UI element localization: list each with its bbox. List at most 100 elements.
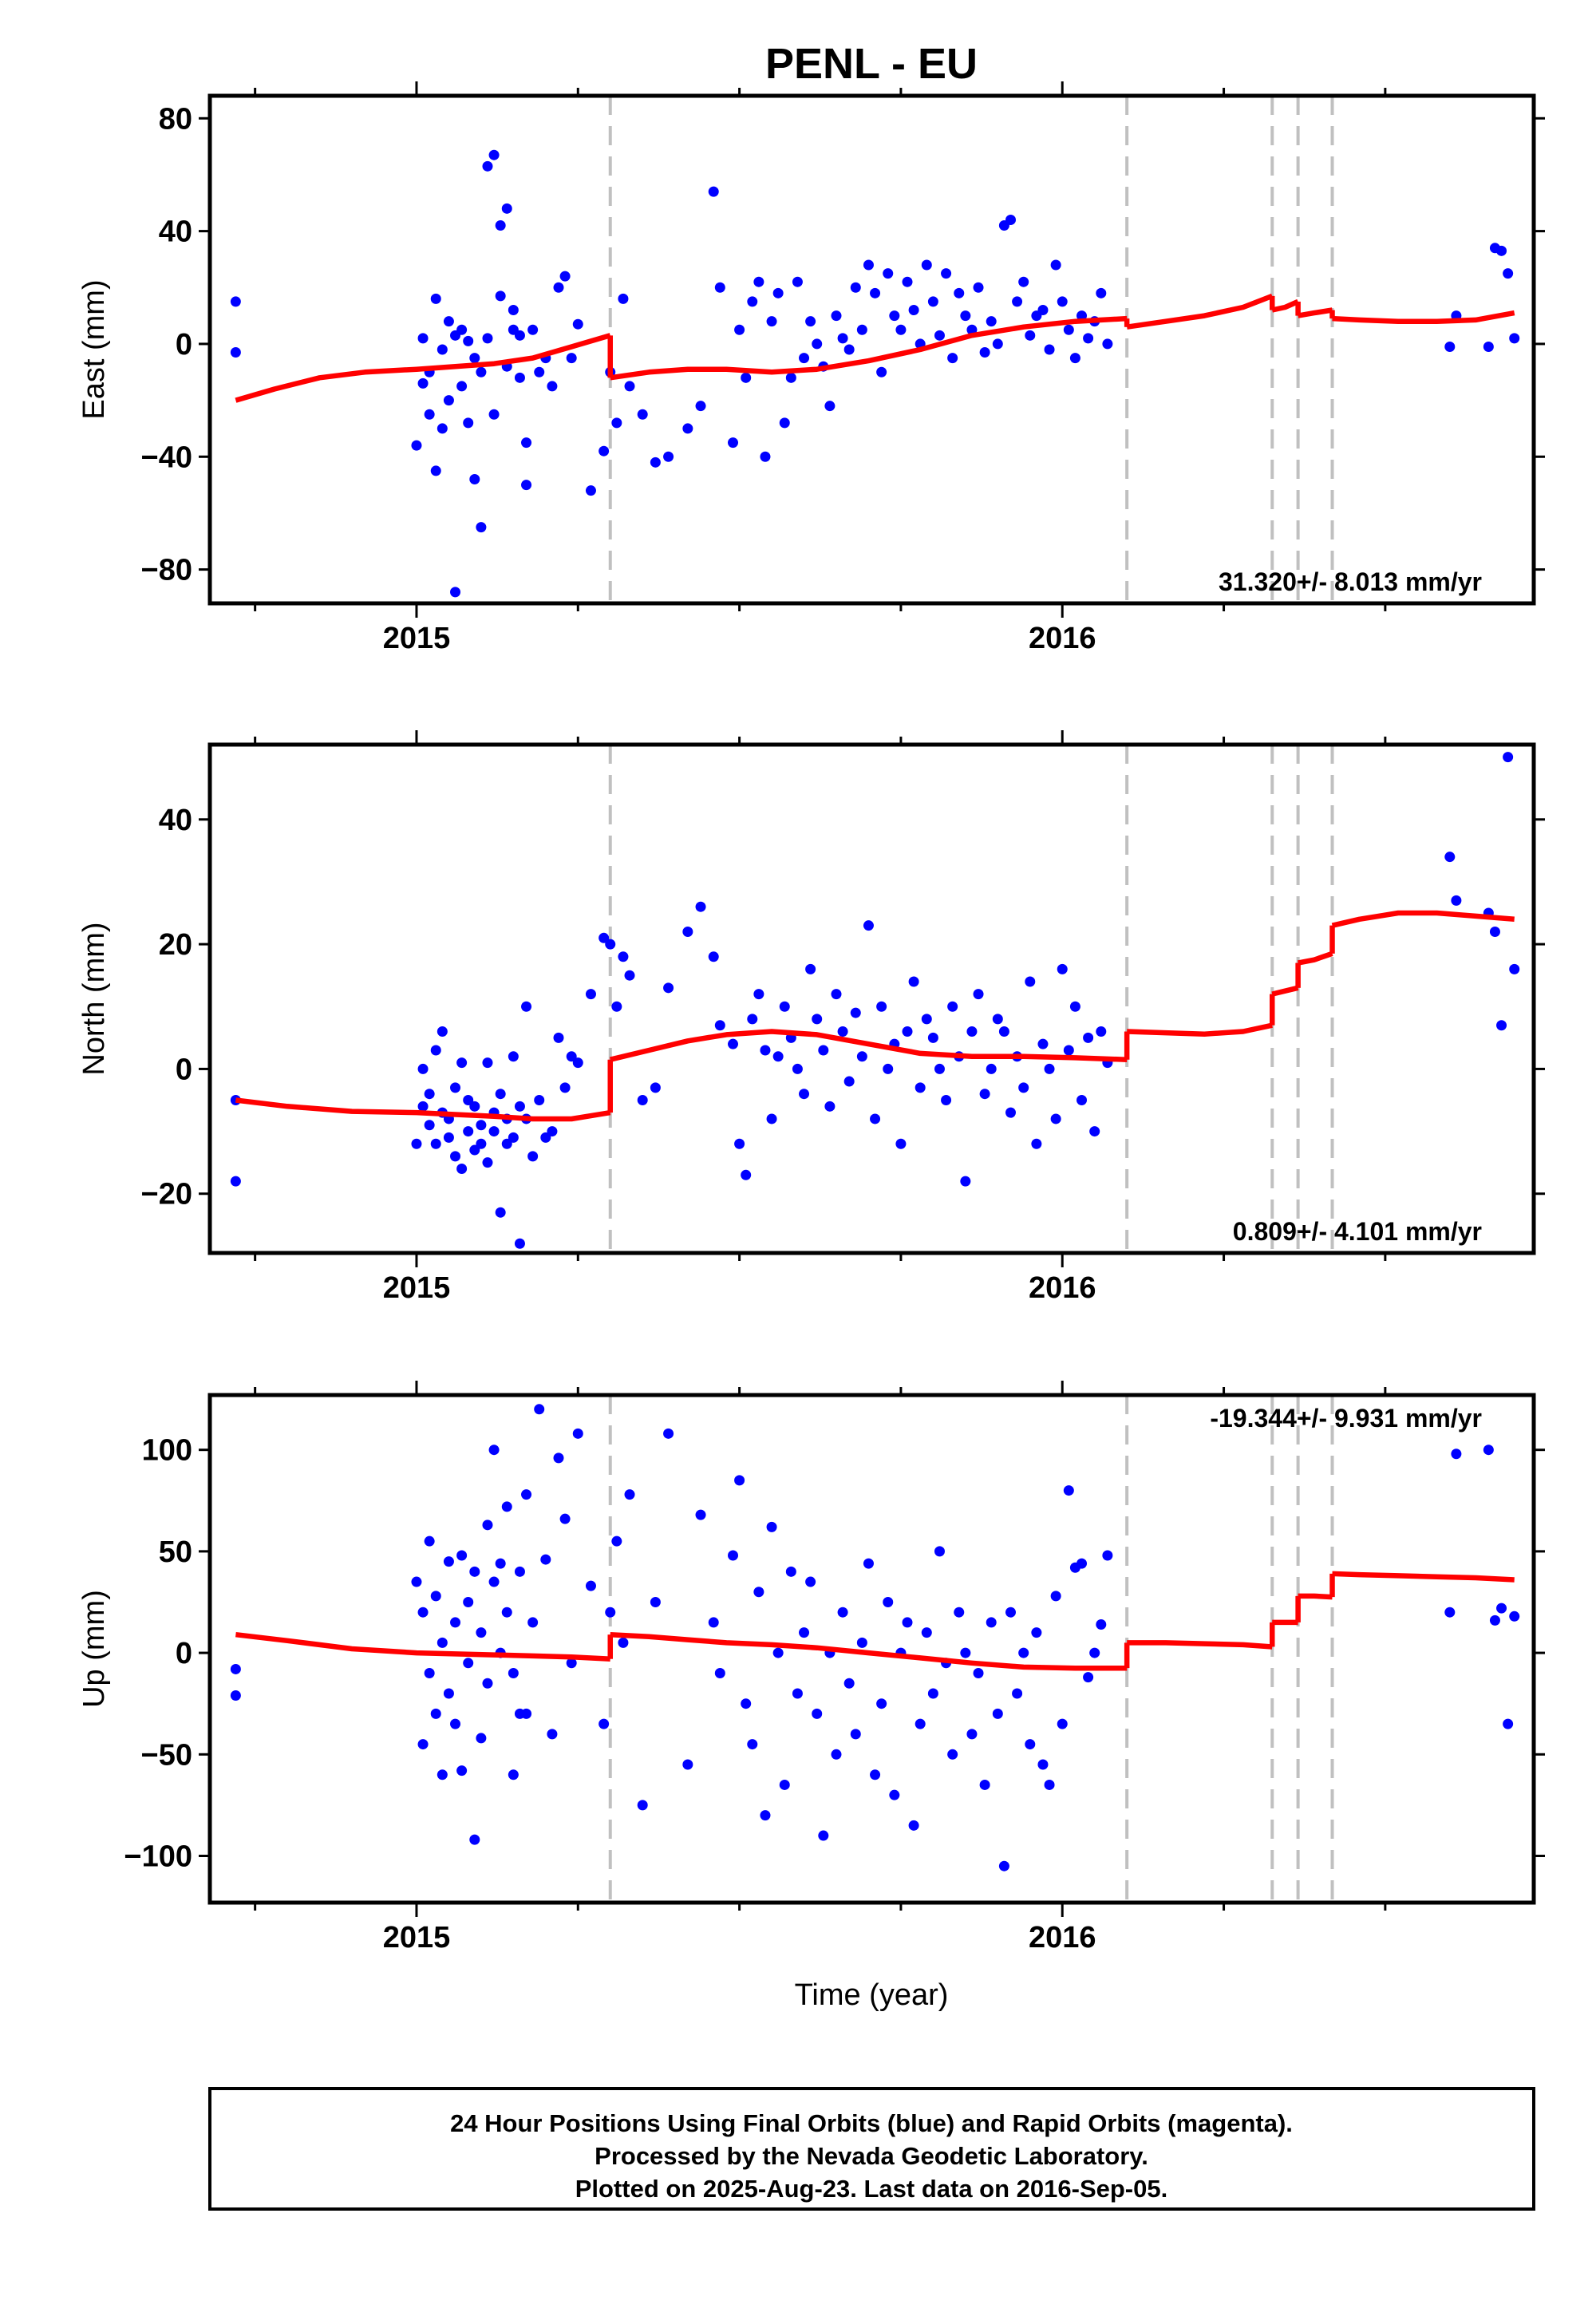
east-data-point — [469, 353, 480, 364]
up-data-point — [501, 1501, 512, 1512]
east-panel: −80 −40 0 40 80 2015 2016 East (mm) 31.320+/- 8.… — [77, 81, 1545, 655]
east-data-point — [1005, 214, 1016, 225]
north-data-point — [618, 951, 629, 962]
up-frame — [207, 1393, 1536, 1905]
north-data-point — [495, 1207, 506, 1218]
up-data-point — [566, 1658, 577, 1669]
east-data-point — [488, 149, 500, 160]
north-data-point — [1496, 1020, 1507, 1031]
up-data-point — [934, 1546, 945, 1557]
north-data-point — [663, 982, 674, 994]
north-data-point — [598, 932, 610, 943]
up-data-point — [741, 1698, 752, 1709]
up-data-point — [534, 1404, 545, 1415]
up-data-point — [495, 1558, 506, 1569]
north-data-point — [870, 1113, 881, 1124]
north-data-point — [605, 939, 616, 950]
up-data-point — [927, 1688, 938, 1699]
east-ytick-label: 80 — [159, 102, 192, 136]
up-data-point — [1077, 1558, 1088, 1569]
up-data-point — [850, 1729, 861, 1740]
north-ytick-label: 20 — [159, 928, 192, 962]
east-data-point — [1069, 353, 1080, 364]
north-data-point — [850, 1007, 861, 1018]
east-ytick-label: −40 — [141, 441, 192, 474]
east-data-point — [450, 587, 461, 598]
up-rate-label: -19.344+/- 9.931 mm/yr — [1210, 1404, 1482, 1433]
up-data-point — [682, 1759, 693, 1770]
east-data-point — [766, 316, 777, 327]
up-data-point — [437, 1769, 448, 1780]
east-data-point — [779, 417, 790, 429]
up-ytick-label: 100 — [142, 1434, 192, 1468]
east-data-point — [876, 366, 887, 377]
up-data-point — [547, 1729, 558, 1740]
north-data-point — [650, 1082, 661, 1093]
north-data-point — [895, 1138, 907, 1149]
up-data-point — [947, 1749, 958, 1760]
up-data-point — [979, 1779, 990, 1790]
north-data-point — [908, 976, 919, 987]
north-data-point — [863, 920, 874, 931]
up-data-point — [476, 1627, 487, 1638]
up-data-point — [799, 1627, 810, 1638]
north-data-point — [947, 1001, 958, 1012]
up-data-point — [1050, 1591, 1061, 1602]
up-data-point — [611, 1535, 622, 1547]
north-data-point — [1005, 1107, 1016, 1118]
east-data-point — [230, 296, 241, 307]
north-data-point — [824, 1101, 836, 1112]
north-data-point — [708, 951, 719, 962]
east-data-point — [979, 347, 990, 358]
east-data-point — [927, 296, 938, 307]
east-data-point — [1063, 324, 1074, 335]
east-data-point — [527, 324, 539, 335]
up-data-point — [734, 1475, 745, 1486]
north-data-point — [611, 1001, 622, 1012]
up-data-point — [992, 1708, 1003, 1719]
north-data-point — [443, 1132, 454, 1143]
up-data-point — [508, 1769, 519, 1780]
east-data-point — [973, 282, 984, 293]
east-data-point — [785, 372, 796, 383]
up-data-point — [482, 1520, 493, 1531]
up-data-point — [1037, 1759, 1049, 1770]
north-data-point — [514, 1238, 525, 1249]
north-data-point — [998, 1026, 1009, 1037]
north-data-point — [1077, 1095, 1088, 1106]
up-data-point — [637, 1800, 648, 1811]
east-data-point — [960, 310, 971, 322]
north-data-point — [831, 989, 842, 1000]
north-data-point — [430, 1045, 441, 1056]
north-ytick-label: −20 — [141, 1178, 192, 1211]
footer-line-3: Plotted on 2025-Aug-23. Last data on 201… — [575, 2175, 1167, 2203]
up-data-point — [1451, 1448, 1462, 1460]
up-data-point — [966, 1729, 978, 1740]
up-data-point — [818, 1830, 829, 1841]
north-data-point — [1096, 1026, 1107, 1037]
east-model-segment-4 — [1298, 307, 1333, 318]
up-data-point — [921, 1627, 932, 1638]
north-data-point — [941, 1095, 952, 1106]
east-data-point — [837, 333, 848, 344]
north-data-point — [1044, 1063, 1055, 1074]
east-data-point — [559, 271, 571, 282]
x-axis-label: Time (year) — [795, 1978, 949, 2012]
north-data-point — [1037, 1038, 1049, 1049]
up-xtick-label: 2016 — [1029, 1921, 1096, 1954]
up-data-point — [1444, 1607, 1456, 1618]
north-data-point — [766, 1113, 777, 1124]
east-data-point — [443, 316, 454, 327]
up-data-point — [430, 1591, 441, 1602]
east-data-point — [734, 324, 745, 335]
north-data-point — [463, 1126, 474, 1137]
north-data-point — [534, 1095, 545, 1106]
up-data-point — [1083, 1672, 1094, 1683]
east-data-point — [1083, 333, 1094, 344]
east-data-point — [611, 417, 622, 429]
north-data-point — [1069, 1001, 1080, 1012]
east-ytick-label: −80 — [141, 554, 192, 587]
east-data-point — [889, 310, 900, 322]
east-data-point — [514, 372, 525, 383]
east-data-point — [1509, 333, 1520, 344]
